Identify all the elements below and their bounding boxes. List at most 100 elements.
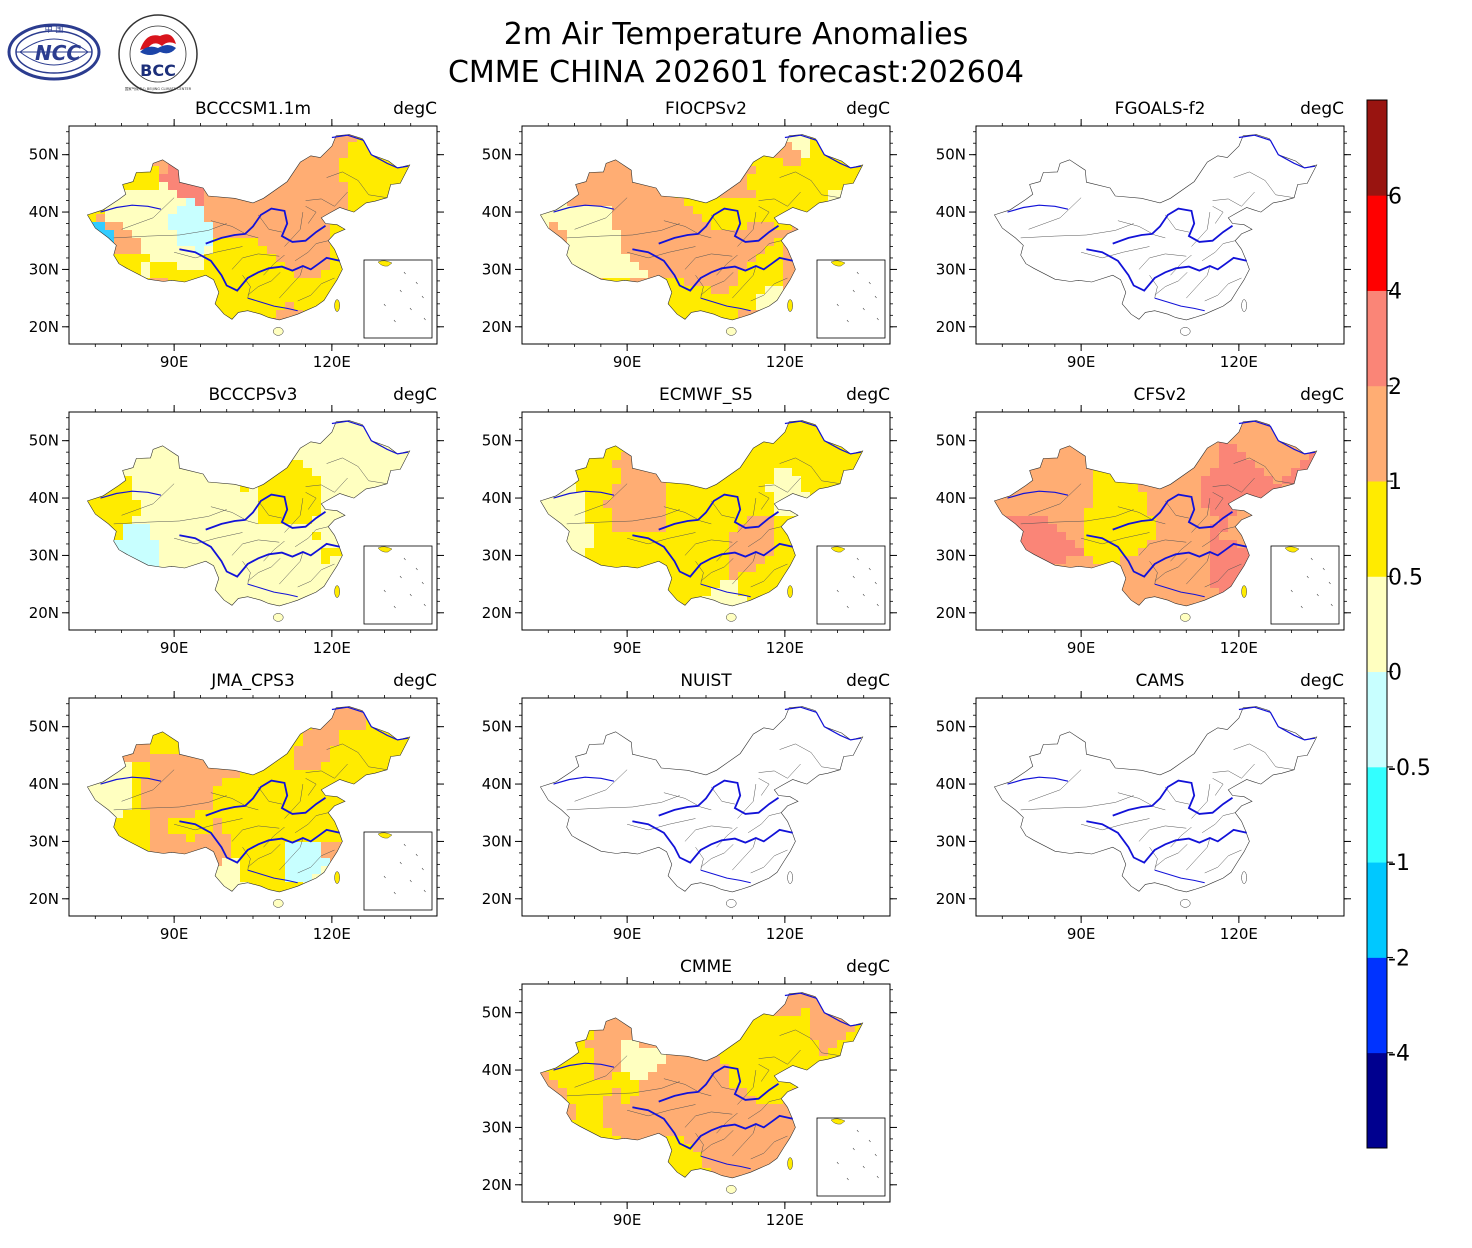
field-cell bbox=[240, 620, 250, 629]
field-cell bbox=[648, 508, 658, 517]
field-cell bbox=[330, 326, 340, 335]
field-cell bbox=[549, 444, 559, 453]
field-cell bbox=[339, 596, 349, 605]
field-cell bbox=[792, 484, 802, 493]
field-cell bbox=[522, 294, 532, 303]
field-cell bbox=[159, 126, 169, 135]
ncc-logo-text: NCC bbox=[35, 41, 81, 65]
field-cell bbox=[765, 278, 775, 287]
field-cell bbox=[720, 134, 730, 143]
field-cell bbox=[810, 222, 820, 231]
field-cell bbox=[522, 580, 532, 589]
field-cell bbox=[684, 342, 694, 351]
field-cell bbox=[339, 214, 349, 223]
y-tick-label: 30N bbox=[482, 260, 512, 278]
field-cell bbox=[420, 182, 430, 191]
field-cell bbox=[684, 420, 694, 429]
field-cell bbox=[114, 532, 124, 541]
field-cell bbox=[105, 342, 115, 351]
field-cell bbox=[411, 436, 421, 445]
field-cell bbox=[285, 190, 295, 199]
field-cell bbox=[87, 142, 88, 151]
field-cell bbox=[186, 270, 196, 279]
field-cell bbox=[720, 524, 730, 533]
field-cell bbox=[873, 230, 883, 239]
taiwan-island bbox=[334, 585, 340, 598]
field-cell bbox=[729, 420, 739, 429]
field-cell bbox=[846, 142, 856, 151]
field-cell bbox=[720, 294, 730, 303]
field-cell bbox=[648, 334, 658, 343]
field-cell bbox=[612, 596, 622, 605]
field-cell bbox=[267, 142, 277, 151]
field-cell bbox=[105, 492, 115, 501]
field-cell bbox=[294, 206, 304, 215]
field-cell bbox=[195, 588, 205, 597]
inset-island bbox=[383, 303, 386, 307]
field-cell bbox=[648, 540, 658, 549]
field-cell bbox=[612, 326, 622, 335]
field-cell bbox=[810, 452, 820, 461]
field-cell bbox=[375, 198, 385, 207]
province-boundary bbox=[231, 253, 280, 270]
field-cell bbox=[738, 126, 748, 135]
field-cell bbox=[303, 412, 313, 421]
field-cell bbox=[294, 294, 304, 303]
field-cell bbox=[285, 508, 295, 517]
field-cell bbox=[657, 342, 667, 351]
field-cell bbox=[276, 214, 286, 223]
field-cell bbox=[837, 468, 847, 477]
field-cell bbox=[213, 270, 223, 279]
field-cell bbox=[630, 508, 640, 517]
field-cell bbox=[294, 214, 304, 223]
field-cell bbox=[249, 612, 259, 621]
field-cell bbox=[186, 452, 196, 461]
field-cell bbox=[702, 150, 712, 159]
field-cell bbox=[222, 580, 232, 589]
field-cell bbox=[213, 166, 223, 175]
river bbox=[1154, 297, 1205, 312]
x-tick-label: 120E bbox=[766, 353, 804, 371]
field-cell bbox=[747, 278, 757, 287]
field-cell bbox=[648, 516, 658, 525]
field-cell bbox=[204, 468, 214, 477]
field-cell bbox=[258, 468, 268, 477]
field-cell bbox=[204, 182, 214, 191]
field-cell bbox=[594, 326, 604, 335]
field-cell bbox=[114, 580, 124, 589]
field-cell bbox=[576, 564, 586, 573]
field-cell bbox=[666, 310, 676, 319]
field-cell bbox=[249, 460, 259, 469]
field-cell bbox=[114, 628, 124, 637]
field-cell bbox=[231, 628, 241, 637]
field-cell bbox=[321, 484, 331, 493]
field-cell bbox=[303, 206, 313, 215]
field-cell bbox=[168, 174, 178, 183]
field-cell bbox=[738, 294, 748, 303]
field-cell bbox=[96, 270, 106, 279]
field-cell bbox=[177, 420, 187, 429]
field-cell bbox=[729, 126, 739, 135]
field-cell bbox=[330, 444, 340, 453]
field-cell bbox=[159, 428, 169, 437]
field-cell bbox=[864, 420, 874, 429]
field-cell bbox=[132, 214, 142, 223]
field-cell bbox=[339, 166, 349, 175]
field-cell bbox=[657, 182, 667, 191]
field-cell bbox=[105, 604, 115, 606]
field-cell bbox=[558, 532, 568, 541]
field-cell bbox=[303, 198, 313, 207]
field-cell bbox=[549, 302, 559, 311]
field-cell bbox=[549, 412, 559, 421]
field-cell bbox=[810, 460, 820, 469]
field-cell bbox=[846, 460, 856, 469]
field-cell bbox=[810, 428, 820, 437]
field-cell bbox=[69, 206, 79, 215]
field-cell bbox=[549, 548, 559, 557]
field-cell bbox=[603, 420, 613, 429]
field-cell bbox=[603, 334, 613, 343]
field-cell bbox=[756, 222, 766, 231]
province-boundary bbox=[1028, 197, 1082, 230]
field-cell bbox=[657, 246, 667, 255]
field-cell bbox=[567, 326, 577, 335]
